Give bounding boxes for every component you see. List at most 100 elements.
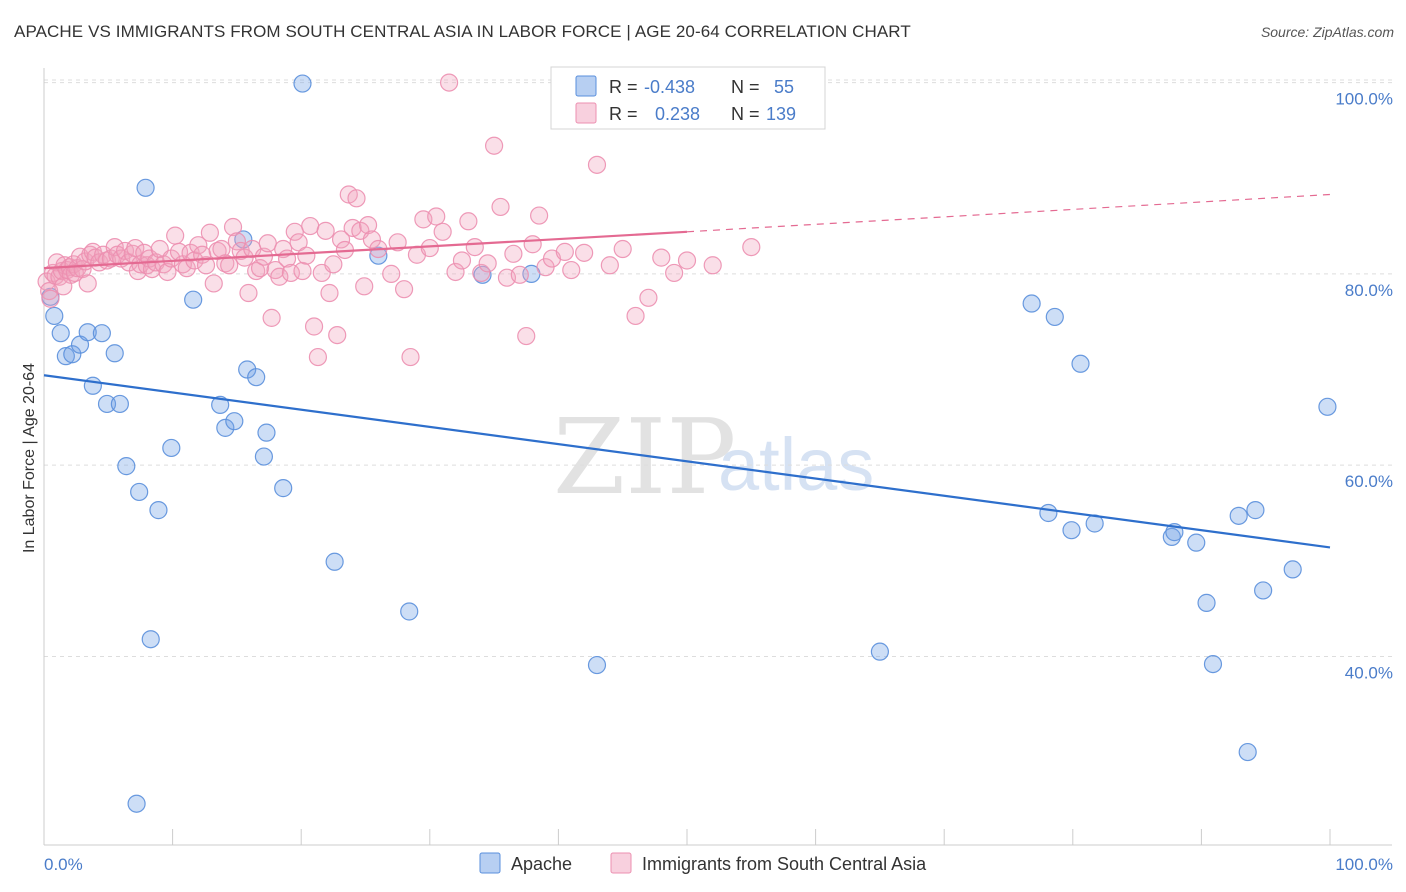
apache-point-9 [97,394,117,414]
apache-point-3 [56,347,75,366]
immigrants-point-103 [420,238,439,258]
apache-point-19 [184,290,203,309]
correlation-legend: R = -0.438 N = 55 R = 0.238 N = 139 [550,66,826,130]
immigrants-point-60 [227,232,246,251]
apache-point-45 [1187,533,1206,552]
immigrants-point-54 [204,274,223,293]
apache-point-46 [1197,593,1216,612]
legend-frame [550,66,826,130]
apache-point-31 [369,246,388,265]
apache-point-37 [1022,294,1041,313]
apache-point-53 [1318,397,1337,416]
apache-point-14 [130,482,149,502]
apache-point-25 [247,368,266,387]
immigrants-point-117 [510,265,529,284]
immigrants-point-32 [126,238,145,258]
immigrants-point-95 [362,230,382,249]
immigrants-point-111 [472,263,491,283]
apache-point-8 [92,324,111,343]
immigrants-point-114 [491,197,510,217]
apache-point-6 [78,323,97,342]
immigrants-point-125 [575,243,594,262]
y-axis-label: In Labor Force | Age 20-64 [21,363,38,553]
immigrants-point-44 [166,226,185,245]
apache-point-13 [127,794,146,813]
immigrants-point-80 [304,317,324,336]
immigrants-point-71 [270,267,289,286]
immigrants-point-1 [40,281,59,301]
immigrants-point-98 [388,233,407,252]
legend-immigrants-r-label: R = [609,104,638,124]
immigrants-point-18 [78,274,97,293]
apache-point-12 [117,457,136,476]
x-tick-label-0: 0.0% [44,855,83,874]
apache-point-26 [254,447,274,466]
immigrants-point-119 [523,235,542,254]
immigrants-point-113 [485,136,504,155]
apache-point-43 [1162,527,1181,546]
y-tick-label-0: 40.0% [1345,663,1393,682]
apache-point-21 [216,418,235,437]
series-legend: Apache Immigrants from South Central Asi… [479,852,927,874]
watermark-zip: ZIP [553,396,736,518]
immigrants-point-63 [239,283,258,303]
immigrants-point-85 [324,255,343,274]
trend-line-apache [43,374,1331,549]
legend-apache-r-value: -0.438 [644,77,695,97]
watermark: ZIP atlas [553,396,874,518]
apache-point-50 [1246,501,1265,520]
immigrants-point-110 [465,238,484,257]
apache-point-49 [1238,742,1257,762]
bottom-legend-immigrants: Immigrants from South Central Asia [642,854,927,874]
immigrants-point-128 [613,239,632,259]
apache-point-52 [1283,560,1302,579]
immigrants-point-94 [358,216,378,235]
immigrants-point-130 [639,288,658,307]
legend-swatch-immigrants [575,102,597,124]
immigrants-point-99 [394,280,414,299]
apache-point-10 [105,344,124,363]
immigrants-point-105 [433,222,452,241]
apache-point-29 [293,74,312,93]
immigrants-point-120 [530,206,549,225]
series-apache [41,74,1337,813]
immigrants-point-34 [131,255,150,274]
immigrants-point-52 [196,256,216,275]
immigrants-point-104 [427,207,446,226]
bottom-legend-swatch-apache [479,852,501,874]
immigrants-point-109 [459,212,478,231]
legend-swatch-apache [575,75,597,97]
immigrants-point-83 [316,221,335,240]
apache-point-20 [211,395,230,415]
apache-point-40 [1062,521,1081,540]
bottom-legend-swatch-immigrants [610,852,632,874]
y-tick-label-3: 100.0% [1335,90,1393,109]
immigrants-point-116 [504,244,523,263]
apache-point-16 [141,630,160,649]
immigrants-point-79 [301,216,320,236]
apache-point-47 [1203,654,1223,674]
legend-apache-r-label: R = [609,77,638,97]
legend-apache-n-value: 55 [774,77,794,97]
immigrants-point-59 [223,217,243,237]
immigrants-point-76 [289,233,308,252]
y-tick-label-2: 80.0% [1345,281,1393,300]
immigrants-point-91 [347,189,366,208]
trend-line-immigrants-extension [686,193,1331,233]
immigrants-point-135 [742,238,761,257]
immigrants-point-127 [600,256,619,275]
immigrants-point-131 [652,248,671,267]
immigrants-point-129 [626,306,645,326]
axes [43,68,1392,846]
immigrants-point-112 [478,254,497,273]
immigrants-point-100 [401,347,420,367]
apache-point-17 [149,501,168,520]
immigrants-point-87 [331,230,351,249]
apache-point-38 [1039,503,1058,523]
legend-apache-n-label: N = [731,77,760,97]
tick-labels: 40.0% 60.0% 80.0% 100.0% 0.0% 100.0% [44,90,1393,874]
apache-point-15 [136,178,155,197]
chart-title: APACHE VS IMMIGRANTS FROM SOUTH CENTRAL … [14,22,911,41]
apache-point-48 [1229,506,1248,525]
